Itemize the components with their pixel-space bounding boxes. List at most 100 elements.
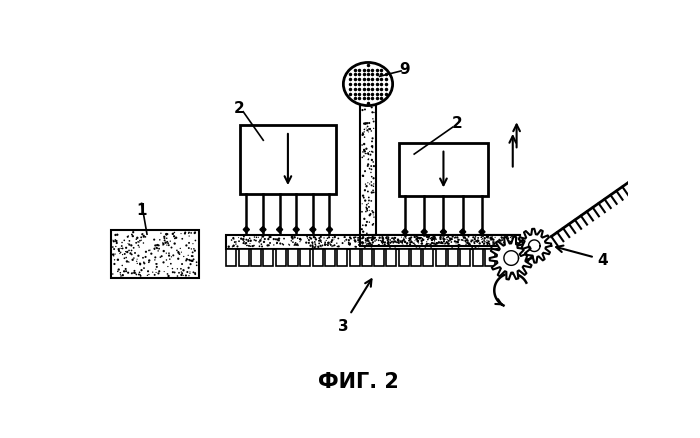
Polygon shape [293,227,300,233]
Point [368,110,379,117]
Point [181,272,192,279]
Point [365,152,376,159]
Point [171,235,182,242]
Point [169,236,181,243]
Point [414,236,426,243]
Point [328,236,339,243]
Point [128,255,139,262]
Point [307,240,318,247]
Point [424,235,435,242]
Point [430,241,441,248]
Point [323,240,334,247]
Point [256,236,267,243]
Point [150,269,162,276]
Point [381,235,392,242]
Point [189,247,200,254]
Point [498,241,510,248]
Point [117,245,128,252]
Point [321,242,332,249]
Point [160,240,172,247]
Point [370,238,381,245]
Point [416,238,427,245]
Point [253,234,264,241]
Point [331,240,342,247]
Point [161,231,172,238]
Point [255,237,266,244]
Point [452,239,463,246]
Point [476,243,487,250]
Point [167,269,178,276]
Point [449,235,461,242]
Point [188,240,199,247]
Point [232,244,243,251]
Point [137,230,148,237]
Point [109,257,120,264]
Point [486,244,497,251]
Point [460,235,471,242]
Point [486,237,498,244]
Point [293,242,304,249]
Point [350,234,361,241]
Point [447,236,458,243]
Point [473,238,484,245]
Point [361,219,372,226]
Point [429,236,440,243]
Point [409,234,420,241]
Point [183,230,194,237]
Point [446,235,457,242]
Point [368,190,379,197]
Point [463,241,475,248]
Point [478,242,489,249]
Point [435,236,446,243]
Point [366,235,377,242]
Point [362,124,373,131]
Point [433,243,444,250]
Bar [399,143,488,197]
Point [498,244,510,251]
Point [470,244,481,251]
Point [356,97,368,104]
Point [367,237,378,244]
Point [510,235,522,242]
Point [426,237,438,244]
Point [363,152,374,159]
Point [489,240,500,247]
Point [137,254,148,261]
Point [272,240,283,247]
Point [113,246,125,253]
Point [496,237,507,244]
Point [358,141,370,148]
Point [273,237,284,244]
Point [309,239,321,246]
Point [363,237,374,244]
Point [458,238,470,245]
Point [350,244,361,251]
Point [180,230,191,237]
Point [363,126,374,133]
Point [304,238,315,245]
Point [328,243,339,250]
Point [278,242,289,249]
Bar [411,249,421,266]
Point [464,241,475,248]
Point [116,240,127,247]
Point [469,236,480,243]
Point [426,240,438,247]
Bar [386,249,396,266]
Point [131,236,142,243]
Point [262,236,274,243]
Point [163,273,174,280]
Point [360,208,372,215]
Point [414,235,426,242]
Point [383,236,394,243]
Point [398,237,409,244]
Point [161,231,172,238]
Point [494,241,505,248]
Point [510,237,521,244]
Point [134,261,146,268]
Point [116,245,127,252]
Point [367,222,378,229]
Point [122,249,133,256]
Point [138,234,149,241]
Point [510,240,521,247]
